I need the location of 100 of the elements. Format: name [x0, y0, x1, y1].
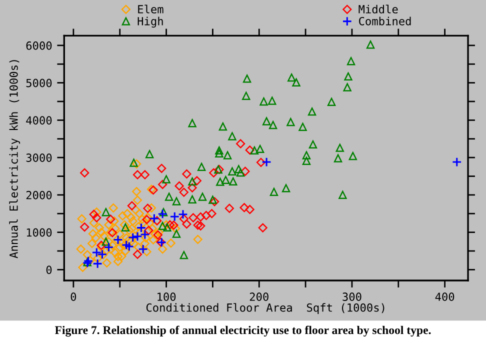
point [145, 150, 154, 158]
point [245, 146, 254, 155]
x-tick-label: 400 [435, 292, 454, 301]
x-axis-title: Conditioned Floor Area Sqft (1000s) [146, 303, 384, 314]
point [172, 197, 181, 206]
point [136, 222, 146, 233]
point [346, 57, 356, 66]
point [159, 208, 168, 216]
point [240, 203, 249, 212]
point [286, 118, 295, 126]
legend-label: Combined [359, 16, 411, 26]
point [292, 78, 300, 87]
point [102, 238, 110, 246]
point [207, 209, 216, 218]
point [158, 180, 168, 189]
point [210, 197, 220, 206]
point [140, 170, 150, 180]
point [236, 168, 245, 177]
point [242, 92, 250, 100]
point [92, 248, 102, 258]
point [132, 170, 142, 180]
point [288, 73, 296, 82]
point [268, 120, 278, 130]
x-tick-label: 0 [70, 292, 76, 301]
point [188, 119, 196, 128]
point [198, 192, 207, 201]
point [80, 168, 90, 178]
point [182, 169, 192, 179]
point [163, 223, 172, 232]
point [228, 167, 236, 176]
point [132, 250, 142, 259]
point [172, 230, 181, 238]
caption: Figure 7. Relationship of annual electricity use to floor area by school type. [54, 326, 431, 337]
point [197, 162, 206, 171]
point [157, 164, 166, 173]
point [130, 158, 138, 167]
point [169, 220, 178, 230]
point [242, 74, 252, 83]
point [209, 168, 218, 178]
legend-label: High [138, 16, 163, 28]
point [96, 240, 106, 250]
point [222, 176, 230, 184]
point [268, 96, 276, 105]
point [127, 201, 136, 210]
point [223, 151, 232, 160]
point [149, 214, 160, 224]
point [202, 210, 211, 220]
point [258, 223, 268, 232]
y-tick-label: 2000 [26, 190, 52, 200]
x-tick-label: 100 [158, 292, 176, 301]
point [344, 72, 352, 81]
point [102, 208, 110, 216]
point [179, 214, 188, 224]
y-tick-label: 5000 [26, 78, 52, 88]
point [338, 190, 347, 200]
point [308, 140, 318, 149]
point [121, 223, 130, 232]
point [80, 222, 90, 232]
point [260, 97, 268, 106]
point [282, 184, 290, 192]
point [270, 188, 278, 196]
point [124, 242, 134, 252]
point [348, 152, 357, 160]
point [170, 212, 180, 222]
point [92, 213, 102, 222]
point [188, 213, 198, 222]
y-tick-label: 3000 [26, 154, 52, 162]
point [92, 258, 103, 269]
point [245, 204, 254, 214]
y-tick-label: 4000 [26, 116, 52, 125]
point [216, 178, 224, 186]
point [164, 192, 174, 201]
point [240, 166, 250, 176]
point [179, 188, 188, 197]
x-tick-label: 200 [250, 292, 268, 301]
point [218, 122, 228, 131]
point [138, 244, 148, 254]
point [224, 204, 234, 213]
point [452, 157, 462, 167]
point [178, 209, 188, 220]
x-tick-label: 300 [342, 292, 362, 301]
point [106, 214, 116, 224]
legend-label: Elem [138, 4, 164, 14]
point [162, 175, 170, 184]
point [180, 250, 188, 260]
point [174, 181, 184, 190]
point [196, 221, 206, 230]
point [215, 149, 224, 158]
point [262, 117, 271, 126]
point [188, 195, 196, 204]
legend-label: Middle [358, 4, 398, 14]
point [188, 177, 196, 186]
point [196, 212, 206, 222]
point [229, 177, 238, 186]
point [250, 146, 259, 155]
point [308, 107, 316, 116]
point [334, 154, 342, 162]
point [153, 230, 162, 240]
y-axis-title: Annual Electricity kWh (1000s) [9, 60, 20, 258]
point [188, 183, 197, 192]
